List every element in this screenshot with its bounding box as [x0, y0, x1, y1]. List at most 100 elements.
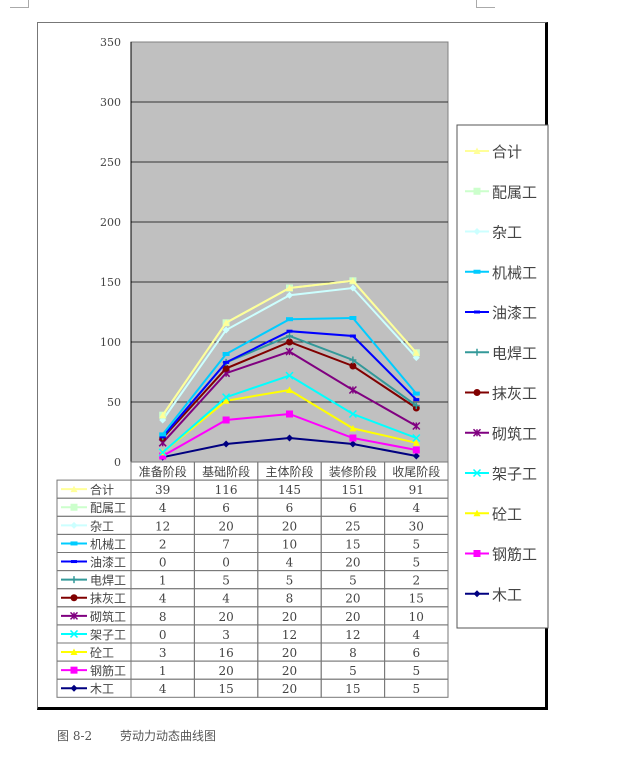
marker-circle: [473, 389, 481, 396]
marker-x: [69, 629, 79, 638]
marker-triangle: [222, 319, 230, 326]
marker-rect: [412, 391, 420, 396]
series-name: 砌筑工: [90, 609, 126, 624]
category-label: 装修阶段: [329, 464, 377, 479]
legend-box: [456, 124, 549, 629]
y-tick-label: 350: [100, 36, 121, 49]
marker-x: [222, 393, 231, 402]
marker-square: [286, 410, 293, 418]
marker-triangle: [473, 147, 481, 154]
table-value: 145: [278, 483, 301, 497]
marker-square: [70, 503, 78, 511]
series-name: 架子工: [90, 628, 126, 642]
table-value: 5: [412, 682, 420, 696]
series-name: 钢筋工: [90, 663, 126, 678]
y-tick-label: 150: [100, 276, 121, 289]
table-value: 16: [218, 646, 233, 660]
table-value: 12: [155, 519, 170, 533]
table-value: 2: [159, 537, 167, 551]
marker-triangle: [286, 284, 293, 291]
marker-triangle: [70, 485, 78, 493]
series-name: 杂工: [90, 519, 114, 533]
marker-diamond: [286, 434, 293, 442]
marker-x: [472, 468, 482, 478]
table-value: 30: [409, 519, 424, 533]
marker-dash: [413, 398, 420, 402]
legend-label: 抹灰工: [492, 385, 537, 403]
marker-square: [70, 666, 78, 674]
table-value: 0: [159, 556, 167, 570]
table-value: 5: [349, 574, 357, 588]
legend-label: 电焊工: [492, 344, 537, 362]
table-value: 5: [222, 574, 230, 588]
table-value: 20: [282, 610, 297, 624]
table-value: 5: [349, 664, 357, 678]
marker-square: [412, 446, 420, 454]
marker-x: [412, 433, 421, 443]
marker-dash: [223, 360, 230, 364]
table-value: 6: [222, 501, 230, 515]
table-value: 15: [218, 682, 233, 696]
table-value: 20: [345, 610, 360, 624]
figure-caption: 图 8-2 劳动力动态曲线图: [57, 727, 240, 744]
marker-square: [159, 452, 167, 460]
category-label: 准备阶段: [139, 464, 187, 479]
marker-diamond: [412, 452, 420, 460]
series-机械工: [159, 316, 420, 437]
marker-x: [348, 409, 357, 419]
table-value: 15: [409, 592, 424, 606]
figure-number: 图 8-2: [57, 729, 93, 743]
series-架子工: [158, 371, 421, 457]
y-tick-label: 50: [107, 396, 121, 409]
legend-label: 杂工: [492, 224, 522, 242]
table-value: 39: [155, 483, 170, 497]
table-value: 20: [218, 664, 233, 678]
series-name: 砼工: [90, 646, 114, 660]
marker-square: [473, 550, 481, 557]
marker-dash: [349, 334, 356, 338]
legend-label: 砌筑工: [492, 425, 537, 443]
marker-rect: [473, 269, 481, 274]
marker-rect: [159, 432, 167, 437]
y-tick-label: 100: [100, 336, 121, 349]
table-value: 5: [286, 574, 294, 588]
figure-title: 劳动力动态曲线图: [119, 729, 216, 743]
marker-triangle: [159, 411, 167, 419]
series-name: 配属工: [90, 501, 126, 515]
table-value: 12: [345, 628, 360, 642]
table-value: 6: [349, 501, 357, 515]
table-value: 15: [345, 682, 360, 696]
series-name: 合计: [90, 482, 114, 497]
marker-rect: [70, 541, 78, 546]
legend-label: 架子工: [492, 465, 537, 483]
marker-square: [473, 187, 481, 195]
marker-triangle: [222, 397, 230, 404]
marker-x: [285, 371, 294, 380]
marker-diamond: [286, 291, 293, 299]
marker-square: [349, 434, 357, 442]
table-value: 8: [286, 592, 294, 606]
table-value: 4: [159, 501, 167, 515]
marker-triangle: [349, 424, 357, 432]
table-value: 4: [412, 628, 420, 642]
marker-square: [222, 416, 230, 424]
table-value: 4: [159, 682, 167, 696]
marker-triangle: [70, 648, 78, 656]
marker-rect: [286, 317, 293, 322]
marker-diamond: [222, 326, 230, 334]
table-cell: [384, 678, 449, 698]
table-value: 6: [286, 501, 294, 515]
marker-rect: [222, 352, 230, 356]
marker-rect: [349, 316, 357, 320]
series-砌筑工: [158, 347, 421, 447]
table-value: 116: [215, 483, 238, 497]
series-name: 木工: [90, 682, 114, 696]
category-label: 主体阶段: [265, 464, 313, 479]
table-value: 0: [159, 628, 167, 642]
y-tick-label: 250: [100, 156, 121, 169]
series-name: 电焊工: [90, 573, 126, 588]
table-value: 8: [349, 646, 357, 660]
legend-label: 油漆工: [492, 304, 537, 322]
table-value: 1: [159, 664, 167, 678]
y-tick-label: 0: [114, 456, 121, 469]
